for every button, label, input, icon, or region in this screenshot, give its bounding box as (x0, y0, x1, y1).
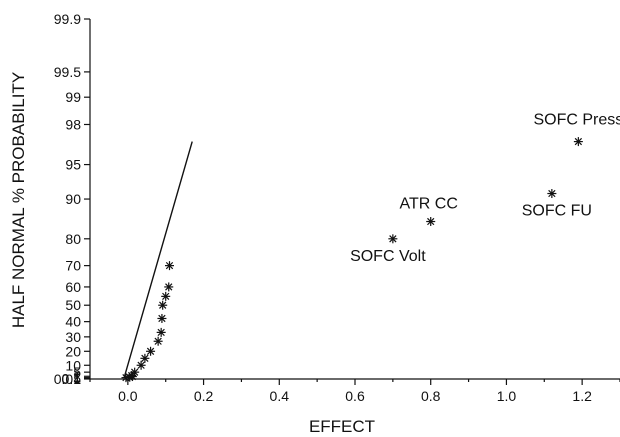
data-point (146, 346, 156, 356)
y-tick-label: 99 (65, 89, 81, 105)
plot-area (89, 19, 620, 380)
data-point (156, 327, 166, 337)
y-tick-label: 5 (73, 364, 81, 380)
data-point (165, 261, 174, 271)
fit-line-layer (123, 141, 193, 379)
data-point (158, 300, 168, 310)
x-tick-label: 0.8 (421, 388, 441, 404)
data-point (153, 336, 163, 346)
data-point (161, 291, 171, 301)
y-tick-label: 40 (65, 314, 81, 330)
y-tick-label: 0.01 (54, 371, 81, 387)
data-point (136, 360, 146, 370)
data-point (547, 189, 557, 199)
data-point (573, 137, 583, 147)
x-tick-label: 1.0 (497, 388, 517, 404)
data-point (130, 367, 140, 377)
y-tick-label: 70 (65, 258, 81, 274)
x-tick-label: 0.0 (118, 388, 138, 404)
data-point (140, 353, 150, 363)
y-tick-label: 2 (73, 368, 81, 384)
y-tick-label: 99.5 (54, 64, 81, 80)
x-tick-label: 0.4 (270, 388, 290, 404)
data-point (157, 313, 167, 323)
reference-line (123, 141, 193, 379)
data-point (388, 234, 398, 244)
annotation-label: ATR CC (400, 196, 458, 213)
x-axis-title: EFFECT (309, 417, 375, 436)
y-tick-label: 20 (65, 343, 81, 359)
y-tick-label: 99.9 (54, 11, 81, 27)
y-tick-label: 95 (65, 157, 81, 173)
y-tick-label: 30 (65, 329, 81, 345)
x-tick-label: 1.2 (572, 388, 592, 404)
y-tick-label: 80 (65, 231, 81, 247)
y-tick-label: 90 (65, 191, 81, 207)
points-layer (121, 137, 583, 383)
y-tick-label: 1 (73, 370, 81, 386)
x-tick-label: 0.6 (345, 388, 365, 404)
x-ticks: 0.0 0.2 0.4 0.6 0.8 1.0 1.2 (89, 379, 620, 404)
y-tick-label: 50 (65, 297, 81, 313)
annotation-label: SOFC Press (533, 112, 620, 129)
data-point (426, 217, 436, 227)
x-tick-label: 0.2 (194, 388, 214, 404)
y-tick-label: 0.5 (62, 370, 82, 386)
y-axis-title: HALF NORMAL % PROBABILITY (9, 72, 28, 328)
y-tick-label: 60 (65, 279, 81, 295)
annotations-layer: SOFC Press ATR CC SOFC FU SOFC Volt (350, 112, 620, 265)
annotation-label: SOFC Volt (350, 248, 426, 265)
y-tick-label: 10 (65, 357, 81, 373)
y-tick-label: 0.1 (62, 371, 82, 387)
data-point (164, 282, 174, 292)
annotation-label: SOFC FU (522, 203, 592, 220)
y-tick-label: 98 (65, 116, 81, 132)
